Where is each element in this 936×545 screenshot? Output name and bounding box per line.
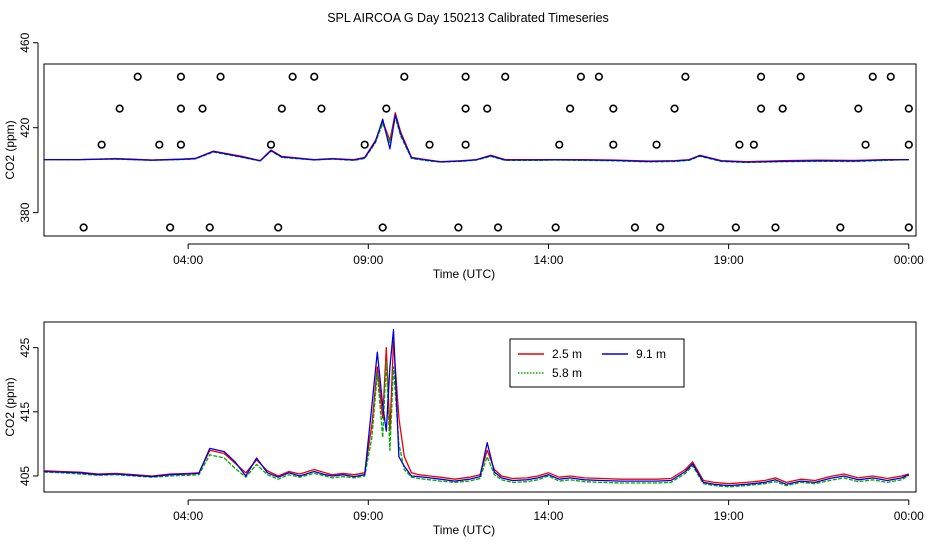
open-circle-marker (493, 223, 503, 232)
y-axis-label: CO2 (ppm) (3, 377, 17, 436)
open-circle-marker (868, 72, 877, 81)
x-tick-label: 00:00 (894, 509, 924, 523)
open-circle-marker (115, 104, 124, 113)
x-tick-label: 00:00 (894, 253, 924, 267)
open-circle-marker (670, 104, 679, 113)
open-circle-marker (461, 72, 470, 81)
open-circle-marker (555, 140, 564, 149)
x-tick-label: 09:00 (353, 509, 383, 523)
series-line-9-1-m (44, 114, 909, 163)
x-tick-label: 09:00 (353, 253, 383, 267)
open-circle-marker (360, 140, 369, 149)
y-tick-label: 380 (18, 202, 32, 222)
y-tick-label: 415 (18, 401, 32, 421)
plot-frame (43, 63, 917, 237)
open-circle-marker (854, 104, 863, 113)
open-circle-marker (155, 140, 164, 149)
open-circle-marker (756, 104, 766, 113)
open-circle-marker (378, 223, 387, 232)
open-circle-marker (904, 223, 913, 232)
chart-title: SPL AIRCOA G Day 150213 Calibrated Times… (327, 11, 609, 25)
legend: 2.5 m 9.1 m 5.8 m (509, 338, 685, 388)
open-circle-marker (904, 140, 913, 149)
open-circle-marker (461, 104, 470, 113)
legend-label: 9.1 m (636, 347, 666, 361)
bottom-panel: 04:00 09:00 14:00 19:00 00:00 Time (UTC) 405 41… (3, 321, 924, 537)
x-tick-label: 14:00 (533, 509, 563, 523)
open-circle-marker (886, 72, 895, 81)
open-circle-marker (904, 104, 913, 113)
open-circle-marker (97, 140, 106, 149)
open-circle-marker (216, 72, 225, 81)
open-circle-marker (735, 140, 744, 149)
series-line-5-8-m (43, 359, 910, 488)
open-circle-marker (652, 140, 661, 149)
open-circle-marker (288, 72, 297, 81)
x-axis-label: Time (UTC) (433, 267, 495, 281)
open-circle-marker (656, 223, 665, 232)
open-circle-marker (483, 104, 492, 113)
open-circle-marker (551, 223, 560, 232)
open-circle-marker (425, 140, 434, 149)
legend-box (509, 338, 685, 388)
legend-label: 2.5 m (552, 347, 582, 361)
open-circle-marker (166, 223, 175, 232)
open-circle-marker (274, 223, 283, 232)
open-circle-marker (277, 104, 286, 113)
open-circle-marker (609, 140, 618, 149)
open-circle-marker (778, 104, 787, 113)
y-tick-label: 405 (18, 466, 32, 486)
open-circle-marker (176, 72, 186, 81)
open-circle-marker (771, 223, 780, 232)
open-circle-marker (310, 72, 319, 81)
open-circle-marker (317, 104, 326, 113)
x-axis-label: Time (UTC) (433, 523, 495, 537)
open-circle-marker (836, 223, 845, 232)
open-circle-marker (565, 104, 575, 113)
open-circle-marker (400, 72, 409, 81)
open-circle-marker (176, 104, 186, 113)
open-circle-marker (609, 104, 618, 113)
x-tick-label: 19:00 (714, 253, 744, 267)
open-circle-marker (796, 72, 805, 81)
x-tick-label: 14:00 (533, 253, 563, 267)
open-circle-marker (79, 223, 88, 232)
open-circle-marker (205, 223, 214, 232)
open-circle-marker (461, 140, 470, 149)
open-circle-marker (681, 72, 690, 81)
series-line-5-8-m (44, 116, 909, 164)
y-tick-label: 460 (18, 32, 32, 52)
open-circle-marker (198, 104, 207, 113)
open-circle-marker (576, 72, 585, 81)
open-circle-marker (382, 104, 391, 113)
series-line-9-1-m (43, 329, 910, 487)
y-tick-label: 420 (18, 117, 32, 137)
open-circle-marker (454, 223, 463, 232)
series-line-2-5-m (43, 340, 909, 485)
open-circle-marker (731, 223, 740, 232)
x-tick-label: 04:00 (173, 509, 203, 523)
x-tick-label: 04:00 (173, 253, 203, 267)
open-circle-marker (756, 72, 766, 81)
open-circle-marker (176, 140, 186, 149)
open-circle-marker (749, 140, 758, 149)
plot-frame (43, 321, 917, 493)
open-circle-marker (630, 223, 640, 232)
open-circle-marker (861, 140, 870, 149)
open-circle-marker (133, 72, 142, 81)
x-tick-label: 19:00 (714, 509, 744, 523)
legend-label: 5.8 m (552, 366, 582, 380)
open-circle-marker (266, 140, 276, 149)
open-circle-marker (594, 72, 604, 81)
top-panel: 04:00 09:00 14:00 19:00 00:00 Time (UTC) 380 42… (3, 32, 924, 281)
series-line-2-5-m (44, 112, 909, 163)
y-tick-label: 425 (18, 337, 32, 357)
open-circle-marker (501, 72, 510, 81)
y-axis-label: CO2 (ppm) (3, 120, 17, 179)
